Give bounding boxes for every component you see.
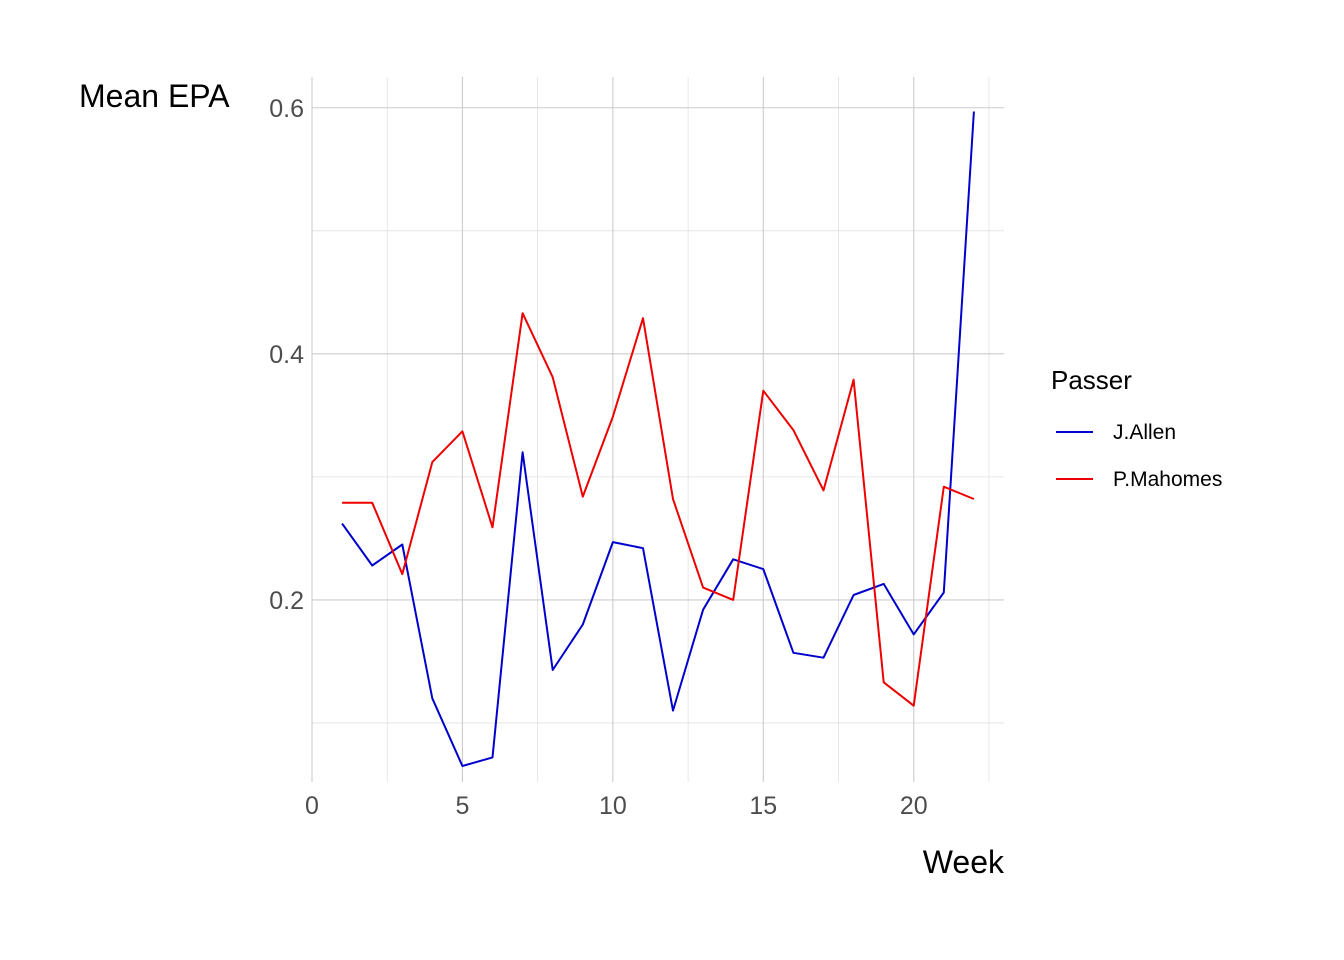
y-tick-label: 0.6 [269, 95, 304, 123]
series-lines [341, 111, 975, 767]
x-tick-label: 5 [455, 792, 469, 820]
series-line-j-allen [341, 111, 975, 767]
x-axis-title: Week [923, 844, 1005, 880]
x-tick-label: 20 [900, 792, 928, 820]
y-tick-label: 0.4 [269, 341, 304, 369]
legend-items: J.Allen P.Mahomes [1056, 421, 1222, 491]
x-tick-label: 10 [599, 792, 627, 820]
tick-labels: 0.2 0.4 0.6 0 5 10 15 20 [269, 95, 927, 820]
grid-lines [311, 77, 1004, 782]
legend-label: J.Allen [1113, 421, 1176, 444]
y-axis-title: Mean EPA [79, 78, 230, 114]
x-tick-label: 15 [749, 792, 777, 820]
series-line-p-mahomes [342, 312, 975, 707]
y-tick-label: 0.2 [269, 587, 304, 615]
legend: Passer J.Allen P.Mahomes [1051, 365, 1222, 491]
legend-title: Passer [1051, 365, 1132, 395]
x-tick-label: 0 [305, 792, 319, 820]
legend-label: P.Mahomes [1113, 468, 1222, 491]
